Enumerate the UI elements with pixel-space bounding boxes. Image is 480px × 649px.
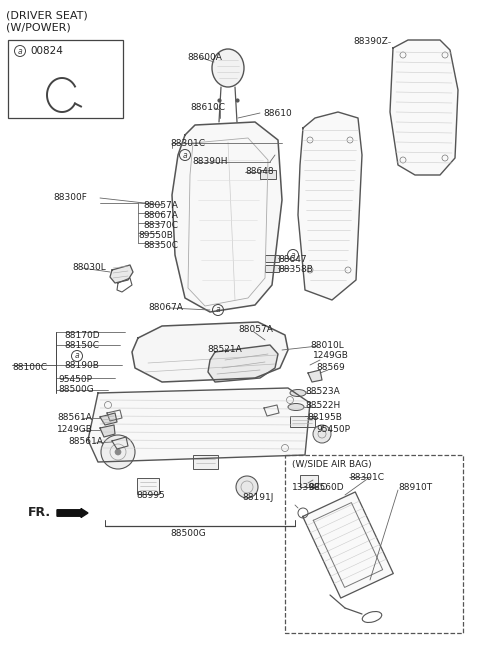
Ellipse shape bbox=[290, 389, 306, 397]
Text: 88057A: 88057A bbox=[238, 324, 273, 334]
Text: 88561A: 88561A bbox=[68, 437, 103, 447]
Text: a: a bbox=[183, 151, 187, 160]
Text: 88191J: 88191J bbox=[242, 493, 274, 502]
Text: 88610: 88610 bbox=[263, 108, 292, 117]
Ellipse shape bbox=[212, 49, 244, 87]
Text: 88358B: 88358B bbox=[278, 265, 313, 275]
Text: 88390H: 88390H bbox=[192, 158, 228, 167]
Text: 00824: 00824 bbox=[30, 46, 63, 56]
Text: 88610C: 88610C bbox=[190, 103, 225, 112]
Polygon shape bbox=[308, 370, 322, 382]
Text: 88523A: 88523A bbox=[305, 387, 340, 395]
Polygon shape bbox=[112, 437, 128, 449]
Circle shape bbox=[236, 476, 258, 498]
Text: 88067A: 88067A bbox=[148, 304, 183, 313]
Text: 88030L: 88030L bbox=[72, 263, 106, 273]
Text: 1249GB: 1249GB bbox=[57, 426, 93, 434]
Text: 1249GB: 1249GB bbox=[313, 352, 349, 360]
Text: 88995: 88995 bbox=[136, 491, 165, 500]
Text: 88301C: 88301C bbox=[170, 138, 205, 147]
Polygon shape bbox=[88, 388, 310, 462]
Text: (W/POWER): (W/POWER) bbox=[6, 22, 71, 32]
Text: 88569: 88569 bbox=[316, 363, 345, 373]
Text: 88370C: 88370C bbox=[143, 221, 178, 230]
Text: 88910T: 88910T bbox=[398, 484, 432, 493]
Text: (W/SIDE AIR BAG): (W/SIDE AIR BAG) bbox=[292, 461, 372, 469]
Text: 88300F: 88300F bbox=[53, 193, 87, 202]
Ellipse shape bbox=[288, 404, 304, 411]
Text: 88190B: 88190B bbox=[64, 360, 99, 369]
Circle shape bbox=[101, 435, 135, 469]
Polygon shape bbox=[110, 265, 133, 283]
Polygon shape bbox=[172, 122, 282, 312]
FancyArrow shape bbox=[57, 509, 88, 517]
Bar bbox=[300, 475, 318, 487]
Polygon shape bbox=[298, 112, 362, 300]
Text: 88560D: 88560D bbox=[308, 482, 344, 491]
Text: 88521A: 88521A bbox=[207, 345, 242, 354]
Text: a: a bbox=[216, 306, 220, 315]
Bar bbox=[285, 455, 463, 633]
Polygon shape bbox=[100, 425, 115, 437]
Text: 89550B: 89550B bbox=[138, 230, 173, 239]
Text: 88390Z: 88390Z bbox=[353, 38, 388, 47]
Bar bbox=[8, 40, 123, 118]
Bar bbox=[290, 416, 315, 427]
Text: FR.: FR. bbox=[28, 506, 51, 519]
Bar bbox=[137, 478, 159, 494]
Polygon shape bbox=[390, 40, 458, 175]
Bar bbox=[265, 255, 279, 262]
Text: 88648: 88648 bbox=[245, 167, 274, 177]
Bar bbox=[265, 265, 279, 272]
Text: 95450P: 95450P bbox=[58, 376, 92, 384]
Circle shape bbox=[313, 425, 331, 443]
Text: 88522H: 88522H bbox=[305, 400, 340, 410]
Text: 1339CC: 1339CC bbox=[292, 482, 327, 491]
Text: 95450P: 95450P bbox=[316, 426, 350, 434]
Circle shape bbox=[115, 449, 121, 455]
Bar bbox=[260, 170, 276, 179]
Text: 88561A: 88561A bbox=[57, 413, 92, 422]
Text: 88500G: 88500G bbox=[170, 528, 206, 537]
Text: a: a bbox=[291, 251, 295, 260]
Text: 88600A: 88600A bbox=[187, 53, 222, 62]
Text: 88647: 88647 bbox=[278, 256, 307, 265]
Text: 88067A: 88067A bbox=[143, 210, 178, 219]
Text: 88350C: 88350C bbox=[143, 241, 178, 249]
Polygon shape bbox=[208, 345, 278, 382]
Text: a: a bbox=[75, 352, 79, 360]
Text: 88150C: 88150C bbox=[64, 341, 99, 350]
Text: 88170D: 88170D bbox=[64, 330, 100, 339]
Polygon shape bbox=[100, 413, 117, 425]
Text: 88195B: 88195B bbox=[307, 413, 342, 422]
Text: 88057A: 88057A bbox=[143, 201, 178, 210]
Text: 88500G: 88500G bbox=[58, 386, 94, 395]
Bar bbox=[193, 455, 218, 469]
Text: 88301C: 88301C bbox=[349, 472, 384, 482]
Text: a: a bbox=[18, 47, 22, 56]
Text: 88010L: 88010L bbox=[310, 341, 344, 350]
Polygon shape bbox=[303, 492, 393, 598]
Text: (DRIVER SEAT): (DRIVER SEAT) bbox=[6, 10, 88, 20]
Text: 88100C: 88100C bbox=[12, 363, 47, 373]
Polygon shape bbox=[132, 322, 288, 382]
